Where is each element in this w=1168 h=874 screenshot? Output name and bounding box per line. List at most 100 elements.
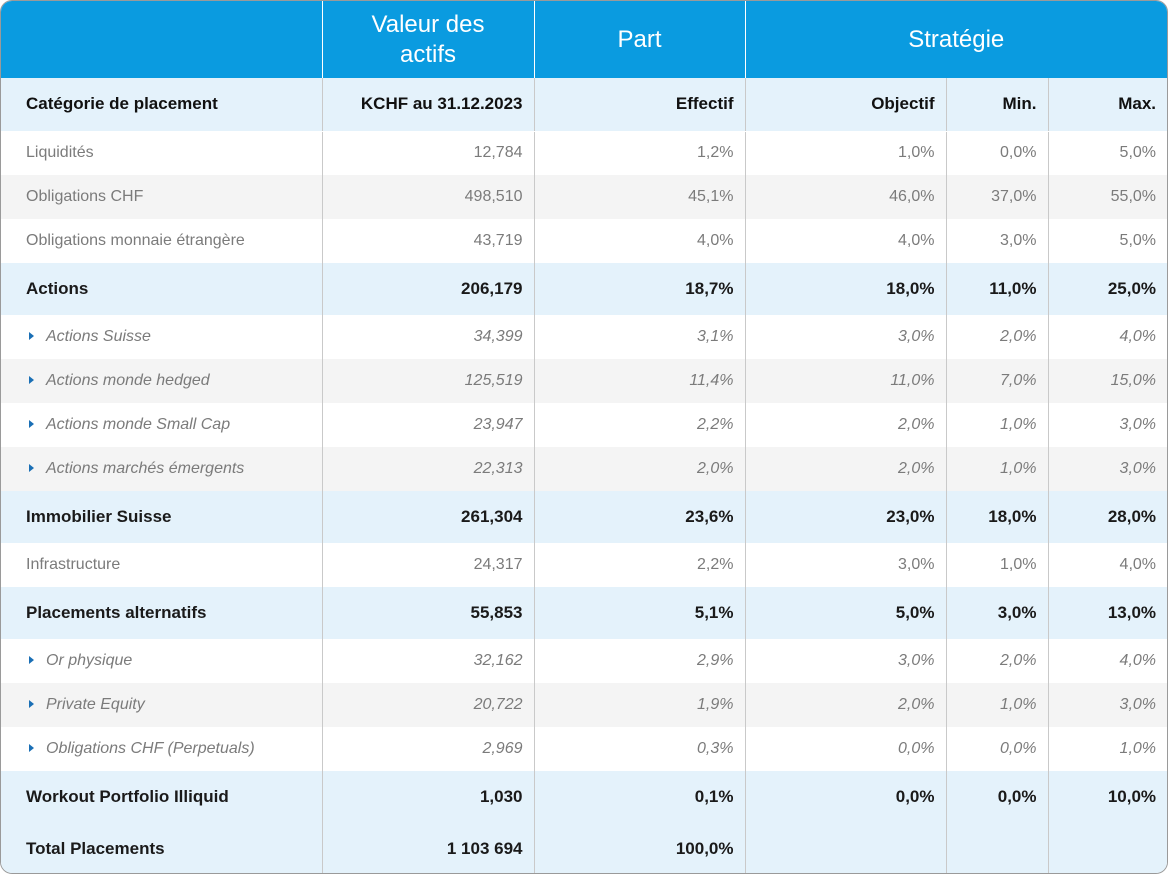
effectif-cell: 2,9% [533,639,745,683]
bullet-triangle-icon [29,743,34,752]
header-part: Part [533,1,745,78]
objectif-cell: 0,0% [744,771,946,823]
min-cell: 37,0% [945,175,1048,219]
effectif-cell: 1,2% [533,131,745,175]
min-cell: 1,0% [945,543,1048,587]
max-cell: 5,0% [1047,131,1167,175]
category-label: Obligations CHF (Perpetuals) [46,740,255,757]
category-label: Immobilier Suisse [26,507,172,526]
category-cell: Or physique [1,639,322,683]
bullet-triangle-icon [29,375,34,384]
max-cell: 5,0% [1047,219,1167,263]
effectif-cell: 11,4% [533,359,745,403]
objectif-cell: 3,0% [744,543,946,587]
min-cell: 0,0% [945,727,1048,771]
valeur-cell: 261,304 [321,491,534,543]
category-label: Workout Portfolio Illiquid [26,787,229,806]
valeur-cell: 32,162 [321,639,534,683]
objectif-cell: 4,0% [744,219,946,263]
effectif-cell: 0,3% [533,727,745,771]
category-label: Actions monde hedged [46,372,210,389]
header-strategie: Stratégie [744,1,1167,78]
total-label: Total Placements [1,823,322,873]
total-effectif: 100,0% [533,823,745,873]
total-min [945,823,1048,873]
subheader-min: Min. [945,78,1048,132]
category-cell: Actions monde Small Cap [1,403,322,447]
max-cell: 4,0% [1047,315,1167,359]
category-cell: Actions monde hedged [1,359,322,403]
total-row: Total Placements 1 103 694 100,0% [1,823,1167,873]
category-cell: Actions [1,263,322,315]
valeur-cell: 498,510 [321,175,534,219]
objectif-cell: 23,0% [744,491,946,543]
total-max [1047,823,1167,873]
table-row: Obligations CHF (Perpetuals) 2,969 0,3% 0,0… [1,727,1167,771]
valeur-cell: 23,947 [321,403,534,447]
max-cell: 13,0% [1047,587,1167,639]
max-cell: 4,0% [1047,543,1167,587]
table-subheader-row: Catégorie de placement KCHF au 31.12.202… [1,78,1167,132]
max-cell: 55,0% [1047,175,1167,219]
subheader-categorie: Catégorie de placement [1,78,322,132]
category-cell: Liquidités [1,131,322,175]
objectif-cell: 0,0% [744,727,946,771]
table-group-row: Immobilier Suisse 261,304 23,6% 23,0% 18,0% 2… [1,491,1167,543]
header-valeur-label: Valeur des actifs [371,10,485,68]
table-group-row: Actions 206,179 18,7% 18,0% 11,0% 25,0% [1,263,1167,315]
effectif-cell: 2,2% [533,403,745,447]
header-valeur-des-actifs: Valeur des actifs [321,1,534,78]
max-cell: 28,0% [1047,491,1167,543]
category-label: Private Equity [46,696,145,713]
table-row: Obligations monnaie étrangère 43,719 4,0% 4… [1,219,1167,263]
effectif-cell: 2,0% [533,447,745,491]
bullet-triangle-icon [29,419,34,428]
valeur-cell: 206,179 [321,263,534,315]
max-cell: 3,0% [1047,683,1167,727]
valeur-cell: 55,853 [321,587,534,639]
valeur-cell: 34,399 [321,315,534,359]
category-cell: Infrastructure [1,543,322,587]
subheader-max: Max. [1047,78,1167,132]
bullet-triangle-icon [29,463,34,472]
effectif-cell: 4,0% [533,219,745,263]
category-label: Placements alternatifs [26,603,207,622]
min-cell: 11,0% [945,263,1048,315]
objectif-cell: 3,0% [744,315,946,359]
effectif-cell: 0,1% [533,771,745,823]
max-cell: 10,0% [1047,771,1167,823]
table-row: Liquidités 12,784 1,2% 1,0% 0,0% 5,0% [1,131,1167,175]
min-cell: 0,0% [945,771,1048,823]
category-label: Infrastructure [26,556,121,573]
max-cell: 25,0% [1047,263,1167,315]
min-cell: 2,0% [945,639,1048,683]
effectif-cell: 3,1% [533,315,745,359]
table-row: Actions monde Small Cap 23,947 2,2% 2,0% 1,0… [1,403,1167,447]
max-cell: 3,0% [1047,447,1167,491]
category-label: Actions marchés émergents [46,460,245,477]
min-cell: 1,0% [945,447,1048,491]
table-row: Actions Suisse 34,399 3,1% 3,0% 2,0% 4,0% [1,315,1167,359]
valeur-cell: 22,313 [321,447,534,491]
valeur-cell: 1,030 [321,771,534,823]
objectif-cell: 1,0% [744,131,946,175]
table-row: Actions monde hedged 125,519 11,4% 11,0% 7,0… [1,359,1167,403]
min-cell: 0,0% [945,131,1048,175]
header-empty-cell [1,1,322,78]
objectif-cell: 2,0% [744,447,946,491]
category-cell: Placements alternatifs [1,587,322,639]
table-header-row: Valeur des actifs Part Stratégie [1,1,1167,78]
bullet-triangle-icon [29,331,34,340]
objectif-cell: 5,0% [744,587,946,639]
total-objectif [744,823,946,873]
min-cell: 3,0% [945,587,1048,639]
category-cell: Obligations CHF [1,175,322,219]
category-cell: Immobilier Suisse [1,491,322,543]
category-cell: Obligations monnaie étrangère [1,219,322,263]
category-label: Actions Suisse [46,328,151,345]
effectif-cell: 45,1% [533,175,745,219]
category-cell: Private Equity [1,683,322,727]
max-cell: 3,0% [1047,403,1167,447]
max-cell: 1,0% [1047,727,1167,771]
valeur-cell: 12,784 [321,131,534,175]
